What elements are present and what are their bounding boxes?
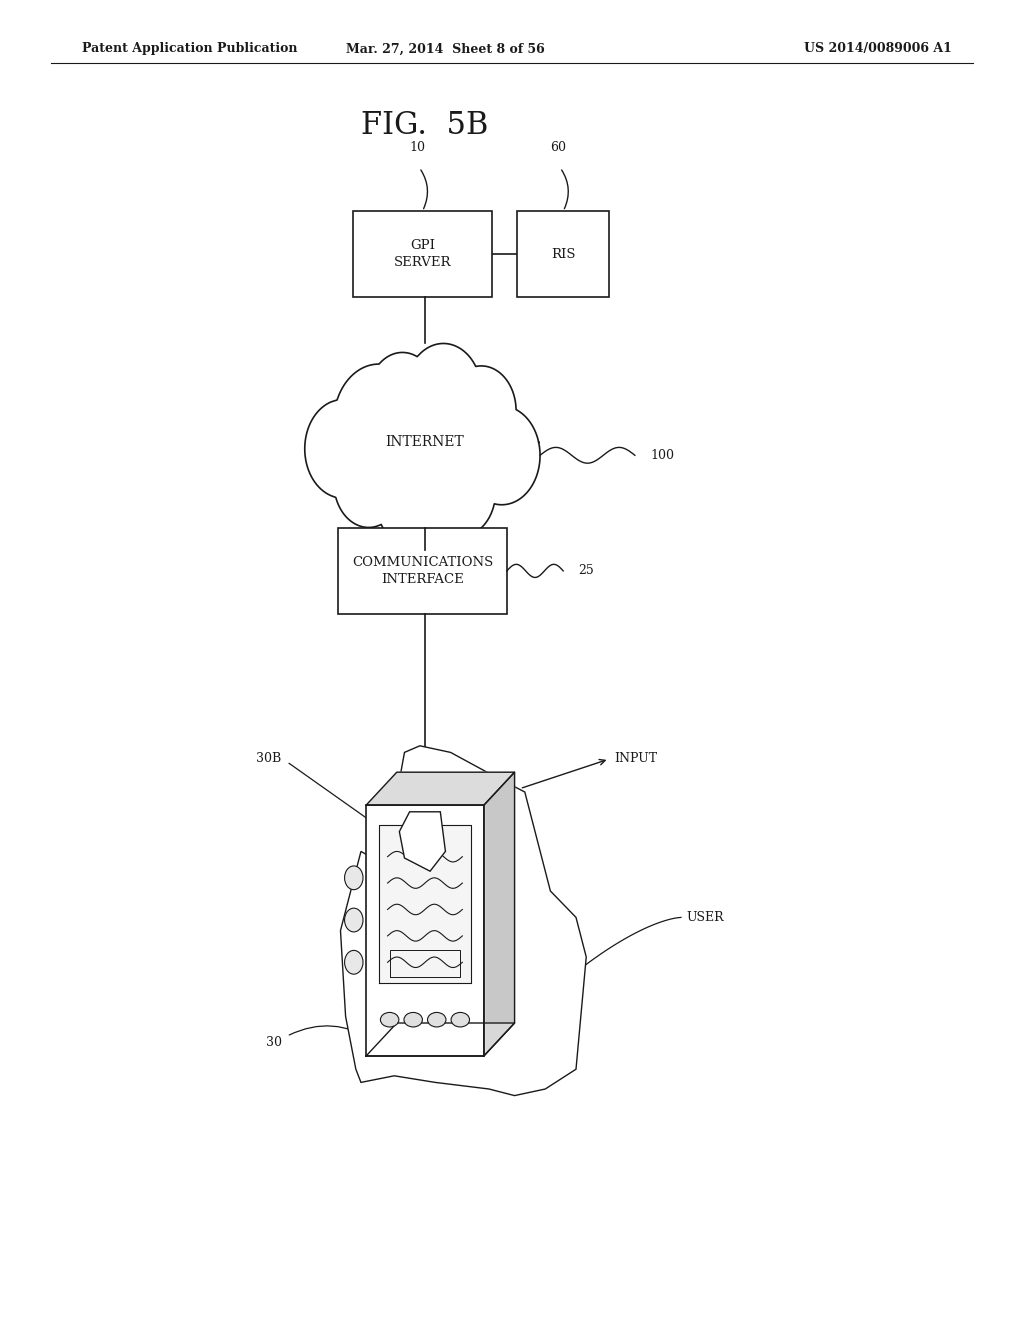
Text: INTERNET: INTERNET [386, 436, 464, 449]
Text: 30: 30 [265, 1036, 282, 1049]
Polygon shape [367, 805, 483, 1056]
Text: 25: 25 [579, 565, 594, 577]
Text: GPI
SERVER: GPI SERVER [393, 239, 452, 269]
Polygon shape [367, 1023, 514, 1056]
Text: RIS: RIS [551, 248, 575, 260]
Circle shape [344, 866, 362, 890]
Polygon shape [340, 746, 586, 1096]
Text: COMMUNICATIONS
INTERFACE: COMMUNICATIONS INTERFACE [352, 556, 493, 586]
Text: INPUT: INPUT [614, 752, 657, 766]
Text: 10: 10 [410, 141, 425, 154]
FancyBboxPatch shape [353, 211, 492, 297]
Text: Patent Application Publication: Patent Application Publication [82, 42, 297, 55]
Ellipse shape [403, 1012, 422, 1027]
Text: US 2014/0089006 A1: US 2014/0089006 A1 [805, 42, 952, 55]
Text: 30B: 30B [256, 752, 282, 766]
FancyBboxPatch shape [338, 528, 507, 614]
Ellipse shape [451, 1012, 469, 1027]
Text: 100: 100 [650, 449, 674, 462]
Ellipse shape [381, 1012, 399, 1027]
Ellipse shape [428, 1012, 446, 1027]
Text: FIG.  5B: FIG. 5B [361, 110, 488, 141]
Polygon shape [399, 812, 445, 871]
Circle shape [344, 950, 362, 974]
Text: Mar. 27, 2014  Sheet 8 of 56: Mar. 27, 2014 Sheet 8 of 56 [346, 42, 545, 55]
Circle shape [344, 908, 362, 932]
FancyBboxPatch shape [517, 211, 609, 297]
Polygon shape [367, 772, 514, 805]
Text: 60: 60 [550, 141, 566, 154]
Polygon shape [379, 825, 470, 983]
Text: USER: USER [686, 911, 724, 924]
Polygon shape [305, 343, 540, 550]
Polygon shape [483, 772, 514, 1056]
